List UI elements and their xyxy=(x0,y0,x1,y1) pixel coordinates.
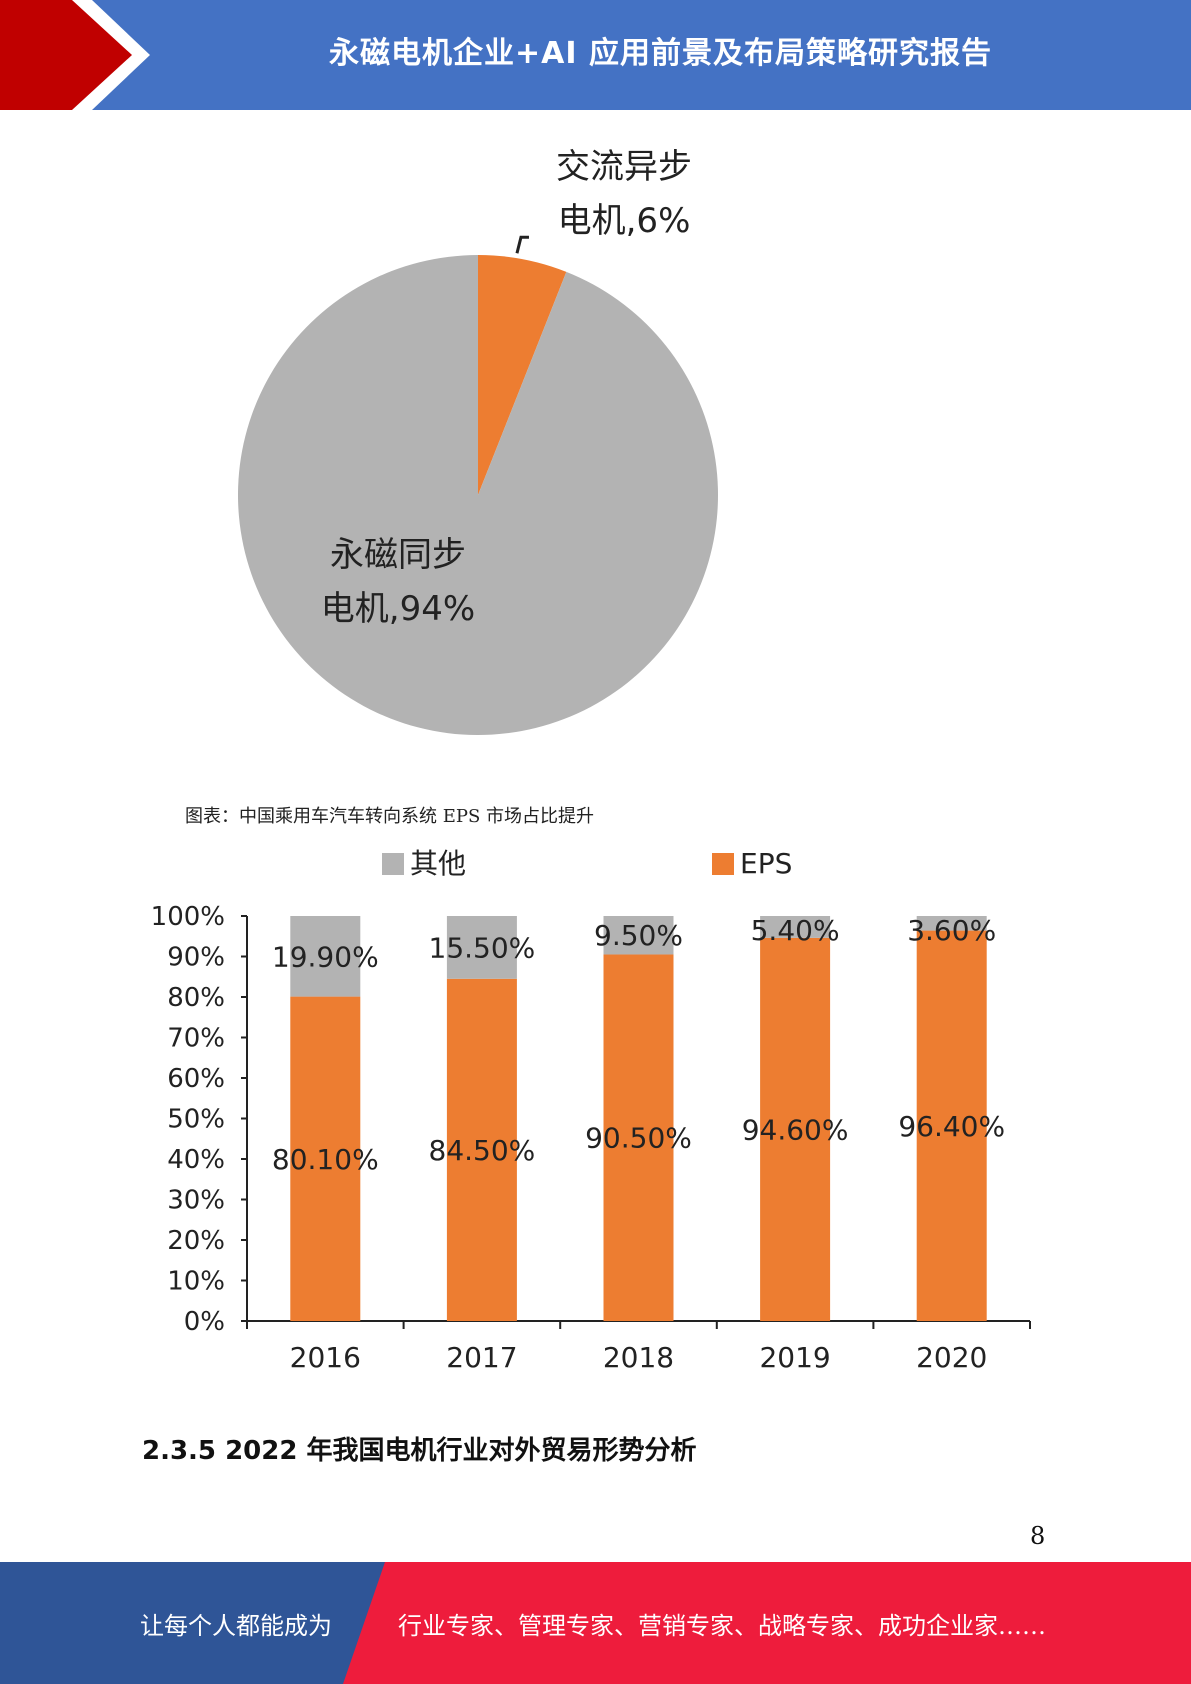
header-red-arrow xyxy=(0,0,132,110)
y-tick-label: 40% xyxy=(167,1145,225,1175)
legend-swatch xyxy=(712,853,734,875)
data-label: 3.60% xyxy=(907,914,996,947)
section-heading: 2.3.5 2022 年我国电机行业对外贸易形势分析 xyxy=(142,1436,697,1466)
figure-caption: 图表：中国乘用车汽车转向系统 EPS 市场占比提升 xyxy=(185,806,595,827)
y-tick-label: 70% xyxy=(167,1024,225,1054)
pie-slice-label: 电机,6% xyxy=(558,201,691,241)
legend-label: 其他 xyxy=(410,847,466,880)
pie-slice xyxy=(237,255,718,735)
pie-slice-label: 交流异步 xyxy=(556,147,692,187)
footer-banner xyxy=(0,1562,1191,1684)
x-tick-label: 2017 xyxy=(446,1341,517,1374)
pie-slice-label: 电机,94% xyxy=(321,589,475,629)
bar-segment xyxy=(290,996,361,1321)
page-header: 永磁电机企业+AI 应用前景及布局策略研究报告 xyxy=(0,0,1191,110)
y-tick-label: 100% xyxy=(151,902,225,932)
pie-leader-line xyxy=(515,235,529,254)
header-blue-bar xyxy=(0,0,1191,110)
data-label: 9.50% xyxy=(594,919,683,952)
y-tick-label: 20% xyxy=(167,1226,225,1256)
x-tick-label: 2020 xyxy=(916,1341,987,1374)
legend-swatch xyxy=(382,853,404,875)
bar-segment xyxy=(603,954,674,1321)
bar-segment xyxy=(916,916,987,931)
footer-red-bar xyxy=(343,1562,1191,1684)
data-label: 15.50% xyxy=(429,931,536,964)
data-label: 19.90% xyxy=(272,940,379,973)
page-footer: 让每个人都能成为 行业专家、管理专家、营销专家、战略专家、成功企业家…… xyxy=(0,1562,1191,1684)
legend-label: EPS xyxy=(740,847,792,880)
data-label: 5.40% xyxy=(751,914,840,947)
data-label: 84.50% xyxy=(429,1134,536,1167)
header-banner xyxy=(0,0,1191,110)
y-tick-label: 50% xyxy=(167,1105,225,1135)
y-tick-label: 80% xyxy=(167,983,225,1013)
y-tick-label: 90% xyxy=(167,943,225,973)
x-tick-label: 2018 xyxy=(603,1341,674,1374)
page-number: 8 xyxy=(1030,1522,1046,1550)
bar-segment xyxy=(760,916,831,938)
y-tick-label: 0% xyxy=(184,1307,225,1337)
x-tick-label: 2019 xyxy=(759,1341,830,1374)
data-label: 94.60% xyxy=(742,1113,849,1146)
y-tick-label: 30% xyxy=(167,1186,225,1216)
pie-slice-label: 永磁同步 xyxy=(330,535,466,575)
bar-segment xyxy=(916,930,987,1321)
bar-segment xyxy=(446,978,517,1321)
footer-slogan-right: 行业专家、管理专家、营销专家、战略专家、成功企业家…… xyxy=(398,1611,1046,1640)
bar-segment xyxy=(446,916,517,979)
bar-segment xyxy=(290,916,361,997)
pie-slice xyxy=(478,255,567,495)
bar-segment xyxy=(603,916,674,955)
y-tick-label: 60% xyxy=(167,1064,225,1094)
data-label: 90.50% xyxy=(585,1122,692,1155)
data-label: 96.40% xyxy=(898,1110,1005,1143)
header-title: 永磁电机企业+AI 应用前景及布局策略研究报告 xyxy=(329,36,992,71)
y-tick-label: 10% xyxy=(167,1267,225,1297)
stacked-bar-chart: 其他 EPS 0% 10% 20% 30% 40% 50% 60% 70% 80% 90% 100% 20… xyxy=(151,847,1031,1374)
bar-segment xyxy=(760,937,831,1321)
footer-slogan-left: 让每个人都能成为 xyxy=(140,1611,332,1640)
x-tick-label: 2016 xyxy=(290,1341,361,1374)
data-label: 80.10% xyxy=(272,1143,379,1176)
